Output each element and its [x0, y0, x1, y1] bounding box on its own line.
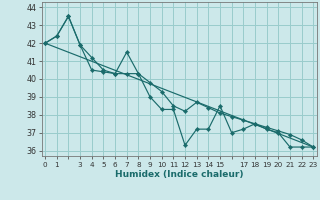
X-axis label: Humidex (Indice chaleur): Humidex (Indice chaleur) — [115, 170, 244, 179]
